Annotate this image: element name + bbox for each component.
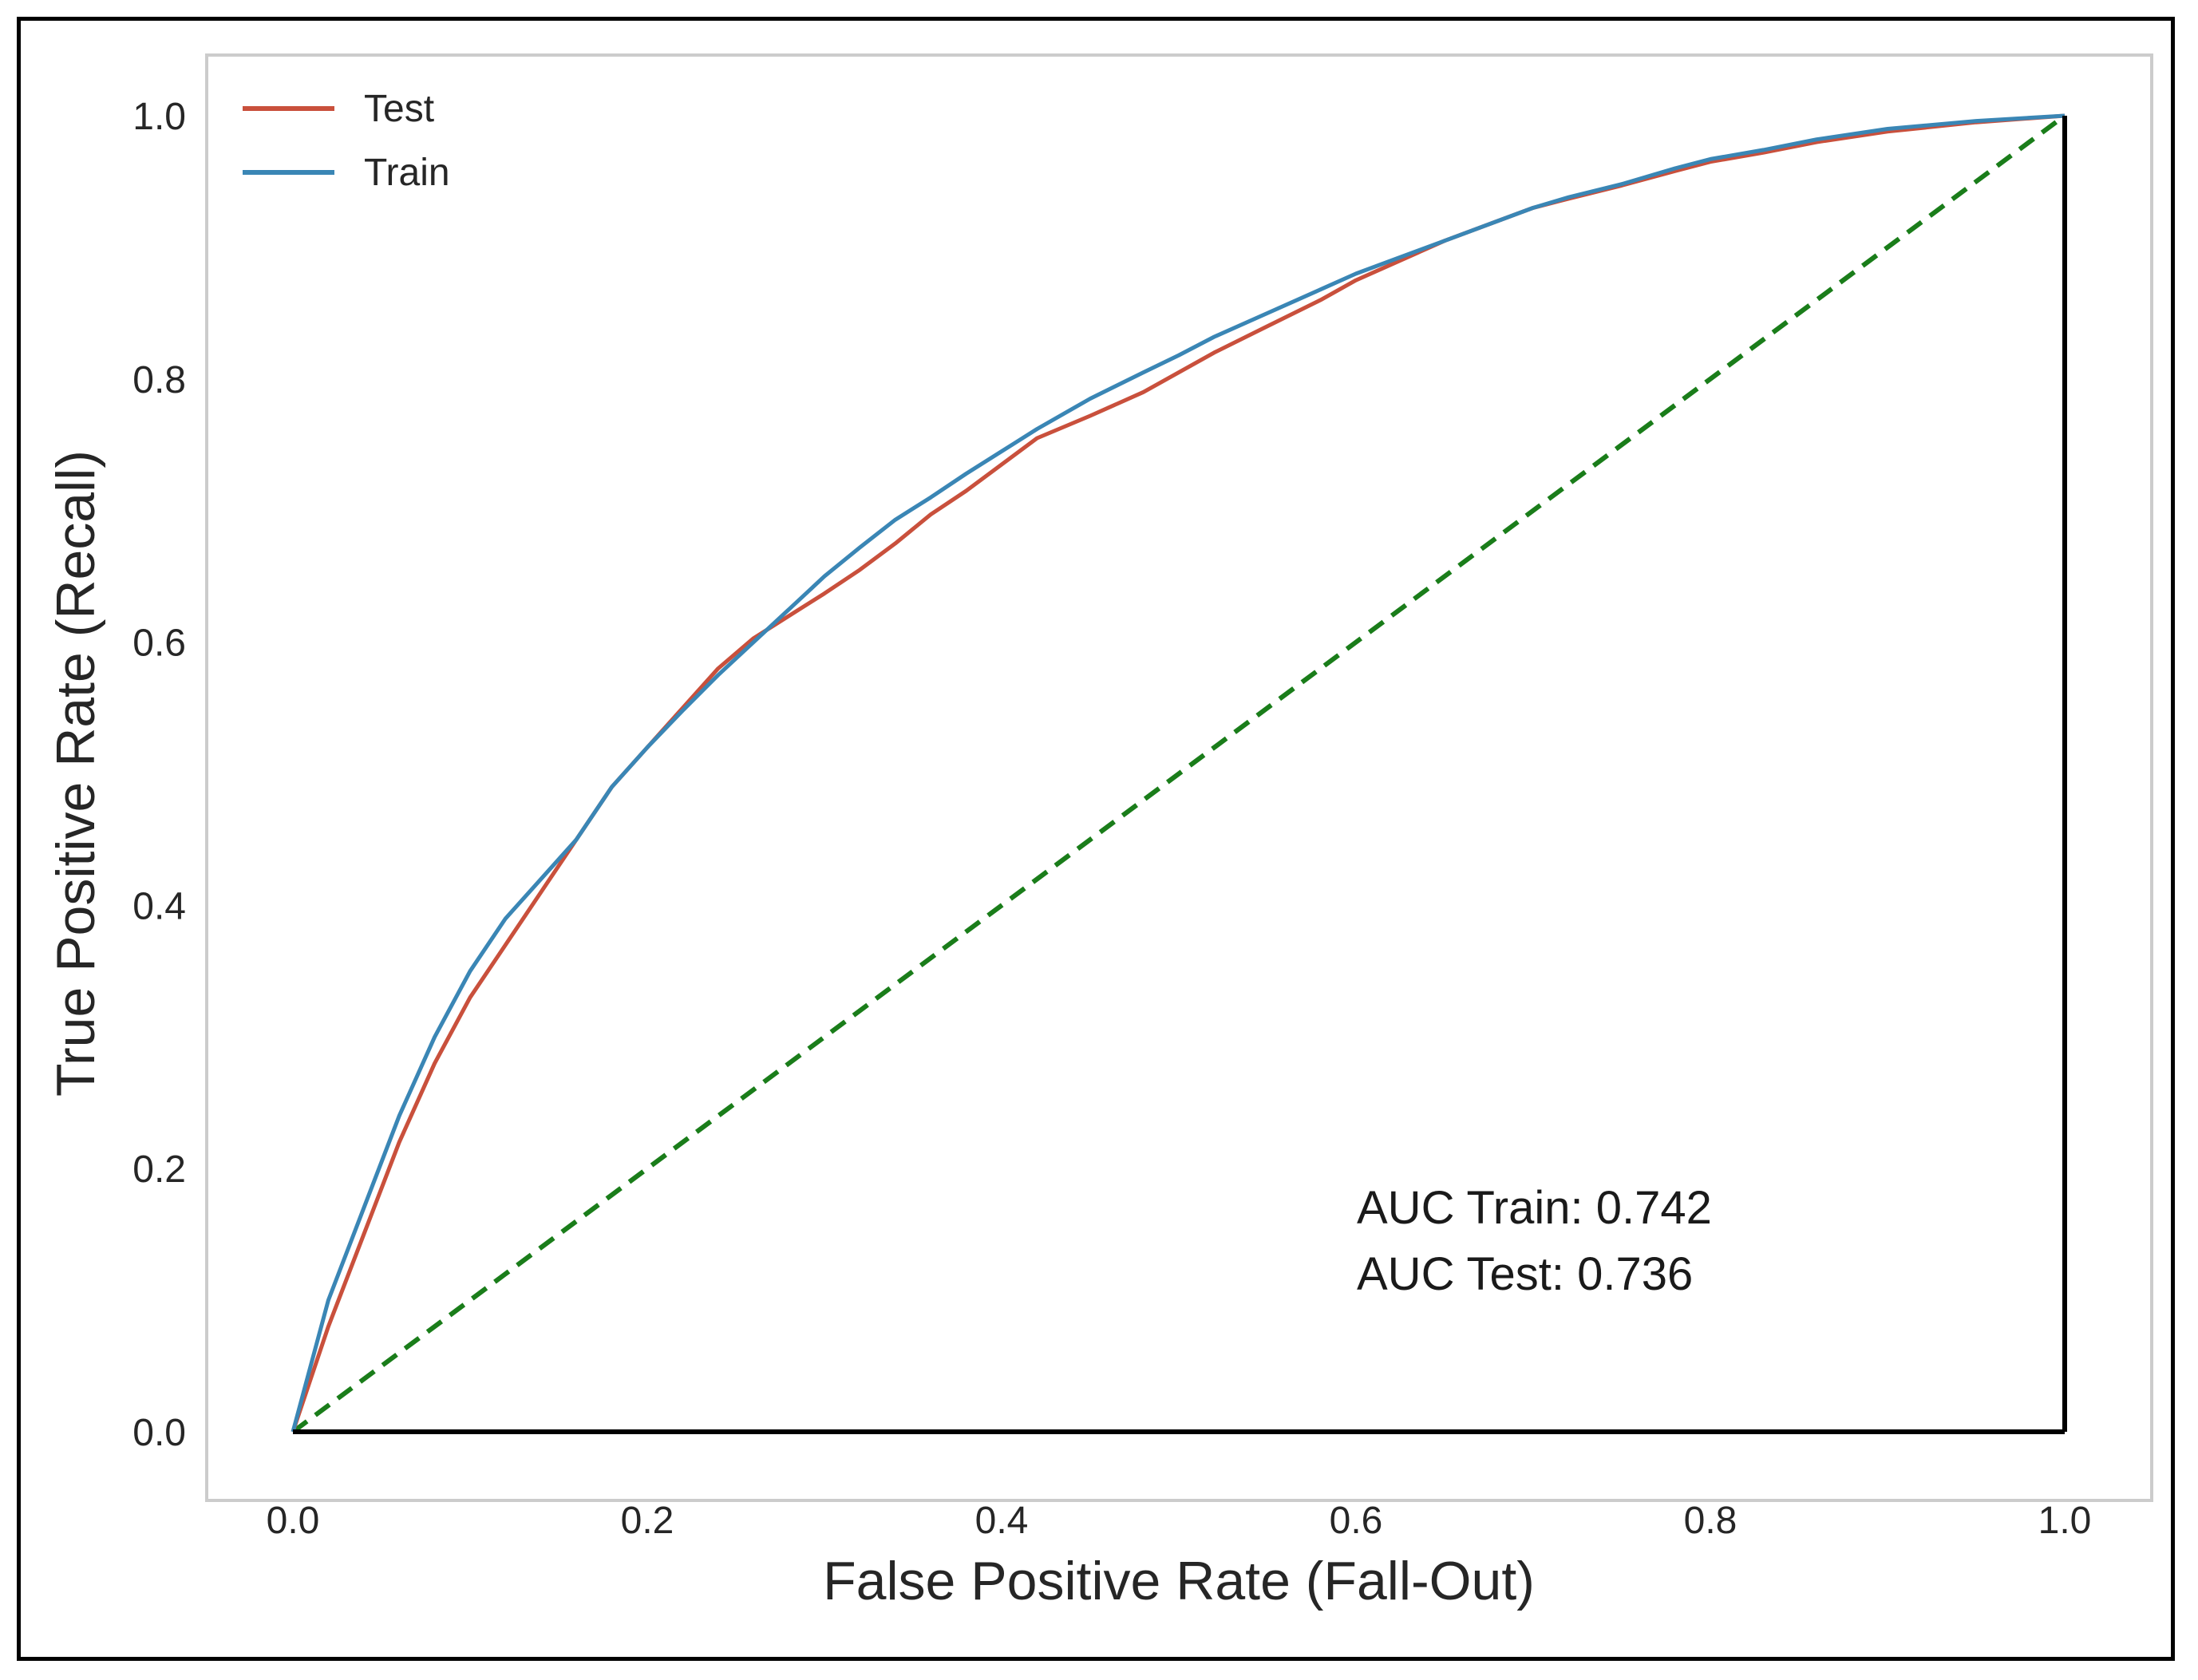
y-tick-labels: 0.0 0.2 0.4 0.6 0.8 1.0 bbox=[132, 96, 186, 1454]
series-line-chance bbox=[291, 113, 2066, 1434]
y-axis-label: True Positive Rate (Recall) bbox=[45, 450, 106, 1097]
auc-train-annotation: AUC Train: 0.742 bbox=[1357, 1182, 1712, 1234]
y-tick-label: 0.2 bbox=[132, 1148, 186, 1191]
y-tick-label: 0.4 bbox=[132, 885, 186, 927]
axes-layer bbox=[293, 116, 2067, 1434]
series-line-train bbox=[291, 113, 2066, 1433]
x-tick-label: 0.4 bbox=[975, 1500, 1029, 1542]
y-tick-label: 0.6 bbox=[132, 623, 186, 665]
x-tick-labels: 0.0 0.2 0.4 0.6 0.8 1.0 bbox=[267, 1500, 2092, 1542]
y-tick-label: 0.0 bbox=[132, 1412, 186, 1454]
auc-test-annotation: AUC Test: 0.736 bbox=[1357, 1248, 1693, 1300]
x-tick-label: 0.2 bbox=[621, 1500, 674, 1542]
x-tick-label: 0.0 bbox=[267, 1500, 320, 1542]
x-tick-label: 0.6 bbox=[1330, 1500, 1383, 1542]
series-layer bbox=[291, 113, 2066, 1434]
legend-label-test: Test bbox=[364, 88, 434, 130]
legend-label-train: Train bbox=[364, 152, 450, 194]
axes-frame bbox=[205, 53, 2153, 1502]
figure-frame: 0.0 0.2 0.4 0.6 0.8 1.0 0.0 0.2 0.4 0.6 0.8 1.0 Fa… bbox=[17, 17, 2175, 1661]
roc-chart: 0.0 0.2 0.4 0.6 0.8 1.0 0.0 0.2 0.4 0.6 0.8 1.0 Fa… bbox=[45, 53, 2153, 1611]
legend: Test Train bbox=[243, 88, 450, 194]
x-tick-label: 0.8 bbox=[1684, 1500, 1737, 1542]
y-tick-label: 1.0 bbox=[132, 96, 186, 138]
y-tick-label: 0.8 bbox=[132, 359, 186, 401]
x-axis-label: False Positive Rate (Fall-Out) bbox=[823, 1551, 1535, 1611]
x-tick-label: 1.0 bbox=[2038, 1500, 2092, 1542]
